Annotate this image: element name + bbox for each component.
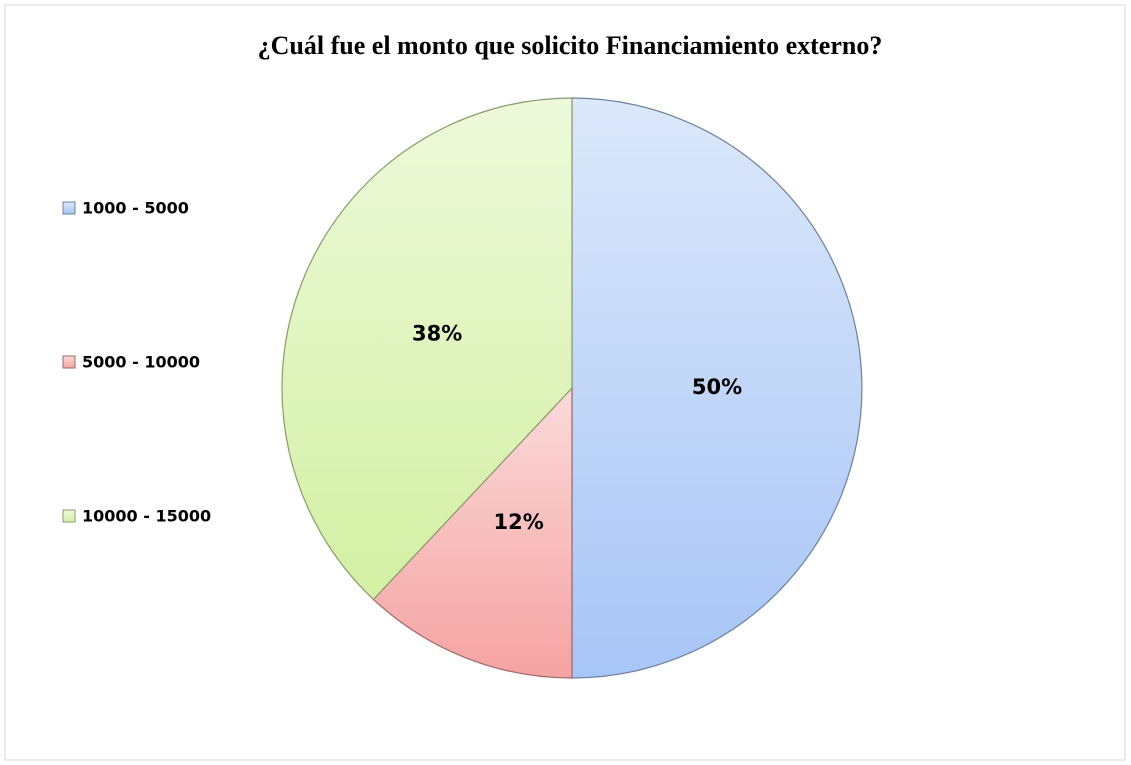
pie-slice	[571, 97, 863, 679]
pie-slice	[281, 97, 573, 601]
legend-swatch	[62, 201, 76, 215]
data-label: 12%	[493, 510, 543, 534]
data-label: 38%	[412, 322, 462, 346]
legend-label: 10000 - 15000	[82, 507, 211, 526]
legend-label: 1000 - 5000	[82, 199, 189, 218]
data-label: 50%	[692, 375, 742, 399]
legend-label: 5000 - 10000	[82, 353, 200, 372]
chart-title: ¿Cuál fue el monto que solicito Financia…	[258, 31, 883, 60]
legend-swatch	[62, 355, 76, 369]
pie-slice	[372, 386, 573, 679]
legend-swatch	[62, 509, 76, 523]
